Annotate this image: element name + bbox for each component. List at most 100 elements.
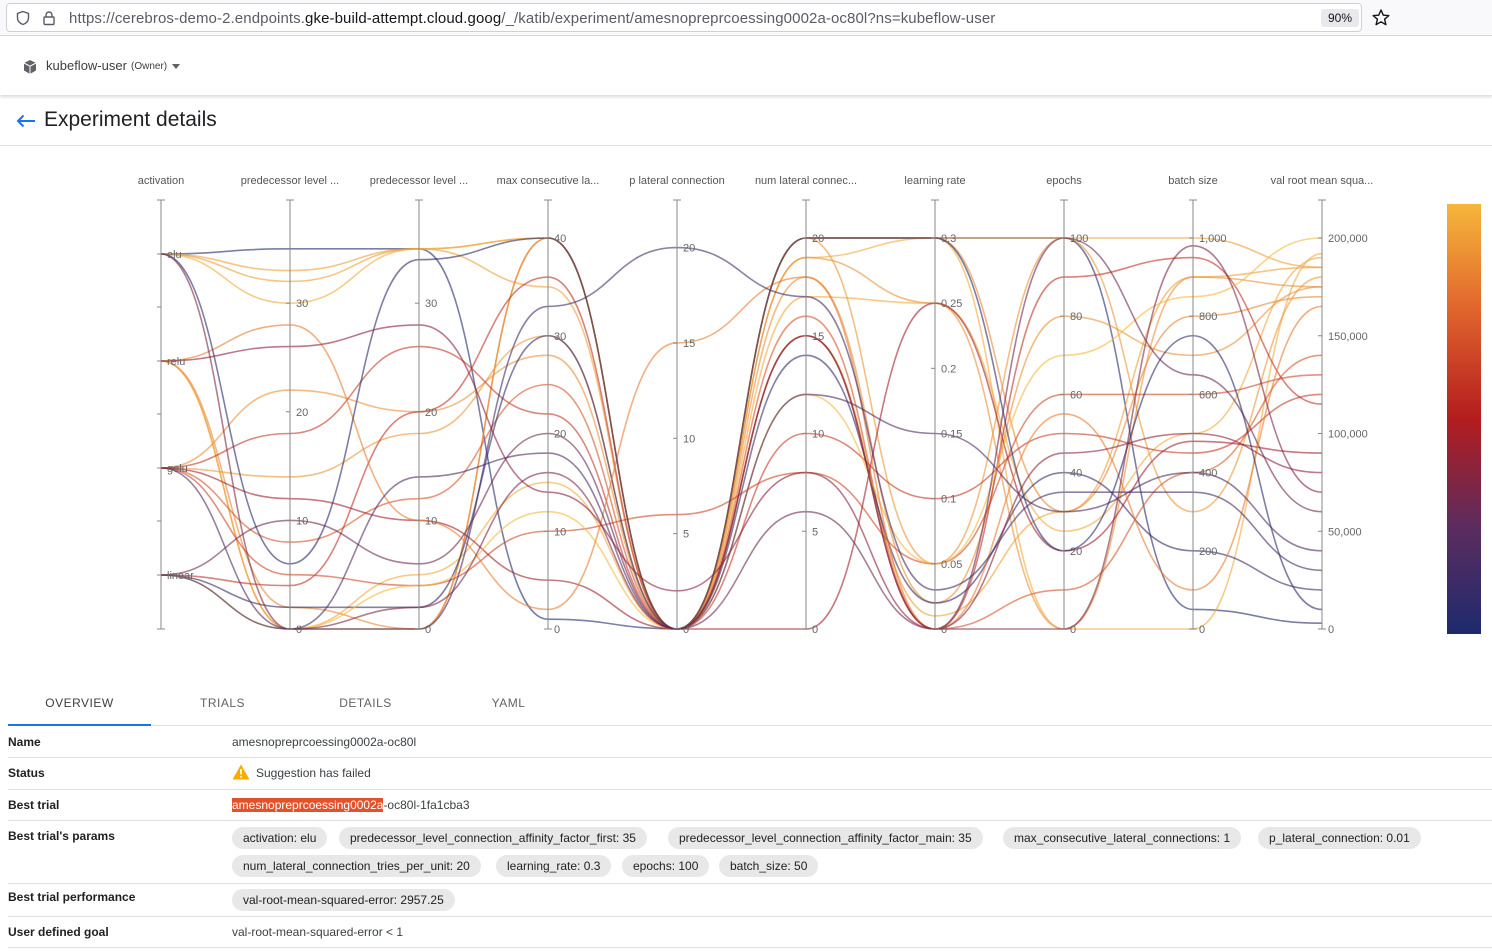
param-chip: epochs: 100	[622, 855, 710, 877]
caret-down-icon	[172, 64, 180, 69]
tab-overview[interactable]: OVERVIEW	[8, 684, 151, 726]
status-row: Status Suggestion has failed	[8, 758, 1492, 790]
param-chip: learning_rate: 0.3	[496, 855, 612, 877]
trial-line[interactable]	[160, 245, 1323, 630]
tick-label: 15	[683, 338, 695, 350]
title-bar: Experiment details	[0, 96, 1492, 146]
tab-bar: OVERVIEW TRIALS DETAILS YAML	[8, 684, 1492, 726]
browser-toolbar: https://cerebros-demo-2.endpoints.gke-bu…	[0, 0, 1492, 36]
trial-line[interactable]	[160, 324, 1323, 630]
tick-label: 0.1	[941, 494, 956, 506]
tick-label: 50,000	[1328, 526, 1362, 538]
tick-label: 0.05	[941, 559, 962, 571]
name-row: Name amesnopreprcoessing0002a-oc80l	[8, 727, 1492, 758]
shield-icon[interactable]	[15, 10, 31, 26]
chart-axes: activation elu relu gelu linear predecessor l…	[138, 175, 1374, 636]
address-bar[interactable]: https://cerebros-demo-2.endpoints.gke-bu…	[6, 3, 1390, 32]
goal-label: User defined goal	[8, 925, 109, 939]
tick-label: 10	[296, 515, 308, 527]
lock-icon[interactable]	[41, 10, 57, 26]
param-chip: predecessor_level_connection_affinity_fa…	[339, 827, 647, 849]
tick-label: 0	[296, 624, 302, 636]
tick-label: 20	[683, 243, 695, 255]
parallel-coordinates-chart[interactable]: activation elu relu gelu linear predecessor l…	[0, 147, 1492, 667]
tick-label: 600	[1199, 389, 1217, 401]
tick-label: 200,000	[1328, 233, 1368, 245]
tick-label: 30	[554, 331, 566, 343]
back-arrow-icon[interactable]	[16, 114, 36, 128]
trial-line[interactable]	[160, 256, 1323, 630]
param-chip: activation: elu	[232, 827, 328, 849]
axis-label[interactable]: epochs	[1046, 175, 1082, 187]
tick-label: 400	[1199, 468, 1217, 480]
tick-label: 0	[1070, 624, 1076, 636]
tick-label: 0	[1328, 624, 1334, 636]
tick-label: 20	[296, 407, 308, 419]
axis-label[interactable]: val root mean squa...	[1271, 175, 1374, 187]
tick-label: 30	[296, 298, 308, 310]
zoom-indicator[interactable]: 90%	[1321, 9, 1359, 27]
url-text[interactable]: https://cerebros-demo-2.endpoints.gke-bu…	[69, 10, 996, 27]
tick-label: 0.2	[941, 363, 956, 375]
best-trial-highlight: amesnopreprcoessing0002a	[232, 798, 384, 812]
tick-label: 20	[1070, 546, 1082, 558]
best-trial-suffix: -oc80l-1fa1cba3	[383, 798, 470, 812]
axis-label[interactable]: num lateral connec...	[755, 175, 857, 187]
trial-line[interactable]	[160, 237, 1323, 630]
tab-details[interactable]: DETAILS	[339, 696, 392, 710]
param-chip: num_lateral_connection_tries_per_unit: 2…	[232, 855, 481, 877]
tick-label: 0	[683, 624, 689, 636]
trial-line[interactable]	[160, 374, 1323, 587]
user-goal-row: User defined goal val-root-mean-squared-…	[8, 917, 1492, 948]
best-trial-row: Best trial amesnopreprcoessing0002a-oc80…	[8, 790, 1492, 821]
axis-label[interactable]: predecessor level ...	[370, 175, 468, 187]
best-trial-label: Best trial	[8, 798, 60, 812]
bookmark-star-icon[interactable]	[1371, 8, 1391, 28]
tick-label: 5	[812, 526, 818, 538]
axis-label[interactable]: predecessor level ...	[241, 175, 339, 187]
axis-label[interactable]: p lateral connection	[629, 175, 724, 187]
status-value: Suggestion has failed	[232, 764, 371, 780]
trial-line[interactable]	[160, 246, 1323, 630]
tick-label: 20	[812, 233, 824, 245]
trial-line[interactable]	[160, 393, 1323, 630]
param-chip: p_lateral_connection: 0.01	[1258, 827, 1421, 849]
tick-label: 100	[1070, 233, 1088, 245]
axis-label[interactable]: activation	[138, 175, 184, 187]
best-trial-params-row: Best trial's params activation: elu pred…	[8, 821, 1492, 884]
tick-label: 0	[812, 624, 818, 636]
tick-label: 10	[425, 515, 437, 527]
tick-label: 10	[683, 433, 695, 445]
tick-label: 15	[812, 331, 824, 343]
param-chip: predecessor_level_connection_affinity_fa…	[668, 827, 983, 849]
tick-label: 0	[1199, 624, 1205, 636]
name-label: Name	[8, 735, 41, 749]
tick-label: 200	[1199, 546, 1217, 558]
tick-label: 10	[812, 429, 824, 441]
best-trial-performance-row: Best trial performance val-root-mean-squ…	[8, 884, 1492, 917]
performance-chip: val-root-mean-squared-error: 2957.25	[232, 889, 455, 911]
trial-line[interactable]	[160, 345, 1323, 630]
tab-yaml[interactable]: YAML	[491, 696, 526, 710]
tab-trials[interactable]: TRIALS	[199, 696, 245, 710]
tick-label: 100,000	[1328, 429, 1368, 441]
trial-line[interactable]	[160, 237, 1323, 630]
goal-value: val-root-mean-squared-error < 1	[232, 925, 404, 939]
name-value: amesnopreprcoessing0002a-oc80l	[232, 735, 417, 749]
tick-label: gelu	[167, 463, 188, 475]
trial-line[interactable]	[160, 276, 1323, 630]
tick-label: 5	[683, 529, 689, 541]
trial-line[interactable]	[160, 276, 1323, 630]
trial-line[interactable]	[160, 315, 1323, 630]
trial-lines	[160, 237, 1323, 630]
tick-label: 800	[1199, 311, 1217, 323]
tick-label: 20	[554, 429, 566, 441]
axis-label[interactable]: learning rate	[904, 175, 965, 187]
axis-label[interactable]: batch size	[1168, 175, 1218, 187]
best-trial-link[interactable]: amesnopreprcoessing0002a-oc80l-1fa1cba3	[232, 798, 470, 812]
tick-label: 0	[554, 624, 560, 636]
tick-label: 1,000	[1199, 233, 1227, 245]
colorbar	[1447, 204, 1481, 634]
axis-label[interactable]: max consecutive la...	[497, 175, 600, 187]
namespace-name: kubeflow-user	[46, 58, 127, 73]
